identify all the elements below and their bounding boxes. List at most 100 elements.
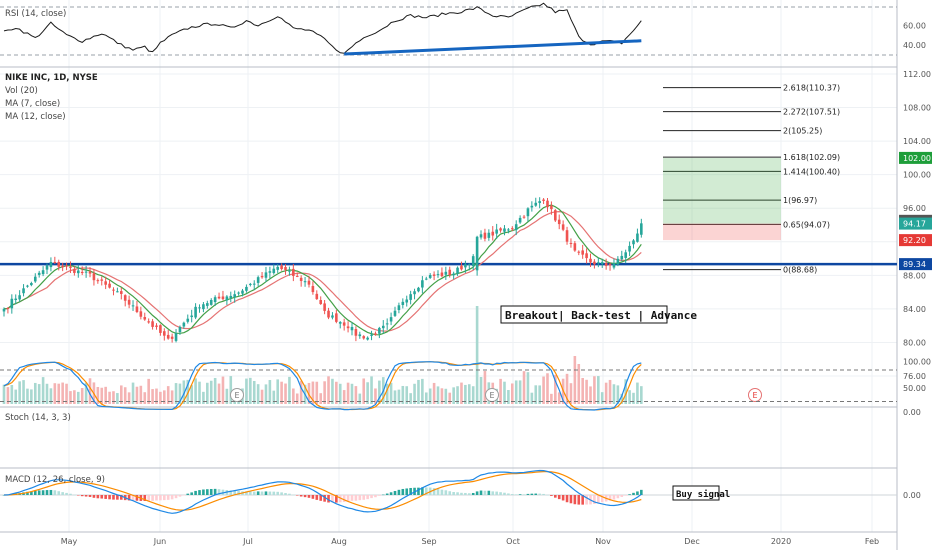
symbol-title: NIKE INC, 1D, NYSE <box>5 73 98 83</box>
macd-histogram-bar <box>499 492 502 495</box>
candle <box>530 201 534 212</box>
candle-body <box>624 252 627 258</box>
volume-bar <box>401 385 405 404</box>
volume-bar <box>464 384 467 404</box>
macd-histogram-bar <box>131 495 135 501</box>
candle-body <box>123 295 127 301</box>
macd-histogram-bar <box>370 495 373 499</box>
candle <box>104 276 107 290</box>
volume-bar <box>460 382 463 404</box>
candle <box>370 330 373 341</box>
candle <box>108 279 111 289</box>
candle-body <box>108 283 111 288</box>
rsi-label: RSI (14, close) <box>5 9 66 19</box>
macd-histogram-bar <box>182 495 186 496</box>
candle-body <box>280 265 283 270</box>
earnings-letter: E <box>234 391 239 400</box>
macd-histogram-bar <box>53 490 57 495</box>
candle <box>542 198 545 205</box>
price-tag-text: 92.20 <box>903 236 926 245</box>
candle <box>483 228 487 242</box>
candle <box>518 215 522 224</box>
rsi-tick-1: 40.00 <box>903 41 926 50</box>
time-tick-8: 2020 <box>771 537 791 546</box>
candle-body <box>6 307 10 309</box>
candle-body <box>573 243 577 251</box>
volume-bar <box>84 382 88 404</box>
stoch-panel <box>0 361 897 411</box>
candle <box>350 322 354 336</box>
candle <box>53 256 57 264</box>
macd-histogram-bar <box>292 494 295 496</box>
macd-histogram-bar <box>96 495 100 499</box>
volume-bar <box>166 386 170 404</box>
candle <box>464 260 467 273</box>
candle-body <box>233 294 236 298</box>
candle <box>45 263 49 275</box>
candle <box>303 276 307 287</box>
candle <box>366 336 369 341</box>
volume-bar <box>147 378 150 404</box>
candle-body <box>170 336 174 339</box>
candle-body <box>557 219 561 225</box>
volume-bar <box>581 377 584 404</box>
macd-histogram-bar <box>104 495 107 499</box>
candle-body <box>307 280 311 285</box>
candle <box>170 333 174 343</box>
candle-body <box>319 300 323 305</box>
macd-histogram-bar <box>280 492 283 495</box>
stoch-k-line <box>3 361 642 411</box>
macd-histogram-bar <box>514 494 518 495</box>
volume-bar <box>299 380 303 404</box>
volume-bar <box>292 388 295 404</box>
volume-bar <box>358 393 362 404</box>
price-tick-1: 108.00 <box>903 104 931 113</box>
price-axis: 112.00108.00104.00100.0096.0092.0088.008… <box>899 21 932 500</box>
candle <box>57 259 61 271</box>
candle-body <box>202 304 205 310</box>
volume-bar <box>389 382 393 404</box>
macd-histogram-bar <box>475 491 479 495</box>
stoch-label: Stoch (14, 3, 3) <box>5 413 71 423</box>
volume-bar <box>600 392 604 404</box>
stoch-tick-1: 50.00 <box>903 384 926 393</box>
candle <box>155 323 158 330</box>
volume-bar <box>221 376 225 404</box>
volume-bar <box>26 388 29 404</box>
candle-body <box>10 298 14 309</box>
candle <box>358 331 362 339</box>
macd-histogram-bar <box>319 495 323 501</box>
candle <box>41 266 45 277</box>
macd-histogram-bar <box>327 495 330 503</box>
candle-body <box>467 264 471 266</box>
macd-histogram-bar <box>393 490 397 495</box>
volume-bar <box>284 383 287 404</box>
volume-bar <box>319 393 323 404</box>
volume-bar <box>315 381 319 404</box>
profit-zone <box>663 157 781 224</box>
candle-body <box>499 228 502 231</box>
ma12-line <box>3 210 642 332</box>
macd-histogram-bar <box>88 495 92 497</box>
candle <box>507 227 510 234</box>
volume-bar <box>554 374 557 404</box>
candle <box>260 272 264 279</box>
candle-body <box>18 295 21 300</box>
candle <box>92 269 96 286</box>
macd-histogram-bar <box>636 491 639 495</box>
price-tick-7: 84.00 <box>903 305 926 314</box>
candle-body <box>534 202 538 206</box>
candle-body <box>288 270 291 272</box>
candle <box>577 250 581 256</box>
macd-histogram-bar <box>448 491 452 495</box>
macd-histogram-bar <box>37 490 41 495</box>
candle <box>636 228 639 243</box>
candle-body <box>166 334 170 339</box>
candle <box>511 226 514 232</box>
candle <box>624 249 627 264</box>
candle <box>331 312 334 320</box>
candle <box>405 295 409 307</box>
candle-body <box>514 224 518 230</box>
macd-histogram-bar <box>33 490 37 495</box>
volume-bar <box>288 376 291 404</box>
